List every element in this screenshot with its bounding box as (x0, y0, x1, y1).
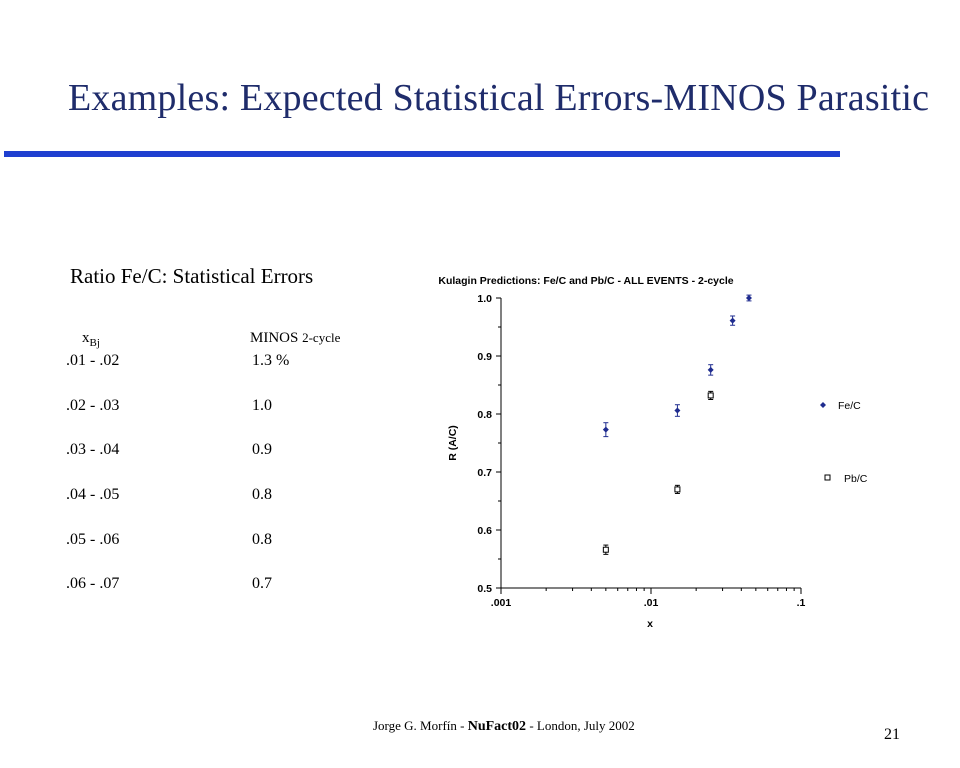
table-heading: Ratio Fe/C: Statistical Errors (70, 264, 314, 288)
column-header-xbj-sub: Bj (89, 337, 100, 349)
data-point-fe-c (602, 426, 609, 433)
column-header-xbj: xBj (82, 330, 100, 349)
table-range-cell: .05 - .06 (66, 531, 120, 548)
table-range-cell: .06 - .07 (66, 575, 120, 592)
table-value-cell: 0.8 (252, 531, 272, 548)
table-value-cell: 0.8 (252, 486, 272, 503)
table-value-cell: 1.3 % (252, 352, 290, 369)
data-point-pb-c (602, 546, 609, 553)
column-header-xbj-var: x (82, 330, 90, 346)
data-point-pb-c (707, 392, 714, 399)
table-value-cell: 0.9 (252, 441, 272, 458)
table-range-cell: .01 - .02 (66, 352, 120, 369)
x-tick-label: .1 (797, 597, 806, 609)
x-tick-label: .001 (491, 597, 512, 609)
x-tick-label: .01 (644, 597, 659, 609)
page-number: 21 (884, 726, 900, 743)
data-point-fe-c (729, 317, 736, 324)
legend-label: Pb/C (844, 473, 868, 485)
column-header-minos-main: MINOS (250, 330, 303, 346)
legend-marker (824, 474, 831, 481)
table-range-cell: .02 - .03 (66, 397, 120, 414)
chart-title: Kulagin Predictions: Fe/C and Pb/C - ALL… (438, 275, 733, 287)
table-range-cell: .04 - .05 (66, 486, 120, 503)
y-tick-label: 0.6 (477, 525, 492, 537)
column-header-minos-small: 2-cycle (302, 330, 341, 345)
y-tick-label: 0.8 (477, 409, 492, 421)
data-point-fe-c (674, 407, 681, 414)
footer-rest: - London, July 2002 (526, 718, 635, 733)
legend-label: Fe/C (838, 400, 861, 412)
footer: Jorge G. Morfín - NuFact02 - London, Jul… (373, 718, 635, 735)
y-tick-label: 1.0 (477, 293, 492, 305)
y-tick-label: 0.9 (477, 351, 492, 363)
y-tick-label: 0.5 (477, 583, 492, 595)
footer-author: Jorge G. Morfín - (373, 718, 468, 733)
column-header-minos: MINOS 2-cycle (250, 330, 340, 347)
y-axis-label: R (A/C) (447, 425, 459, 461)
footer-conference: NuFact02 (467, 719, 527, 734)
x-axis-label: x (647, 618, 653, 630)
table-value-cell: 0.7 (252, 575, 272, 592)
table-range-cell: .03 - .04 (66, 441, 120, 458)
legend-marker (820, 402, 826, 408)
slide-title: Examples: Expected Statistical Errors-MI… (68, 77, 930, 119)
title-underline (4, 151, 840, 157)
data-point-fe-c (745, 295, 752, 301)
data-point-pb-c (674, 486, 681, 493)
data-point-fe-c (707, 366, 714, 373)
table-value-cell: 1.0 (252, 397, 272, 414)
y-tick-label: 0.7 (477, 467, 492, 479)
